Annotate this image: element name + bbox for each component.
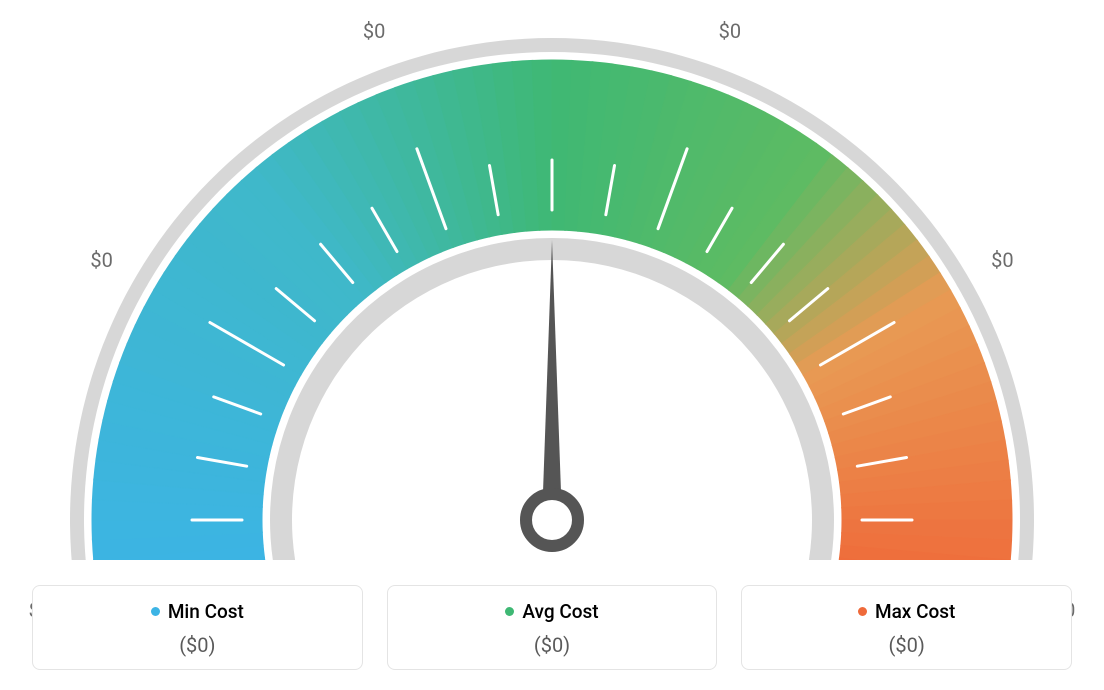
legend-title-min: Min Cost xyxy=(151,600,244,623)
legend-row: Min Cost ($0) Avg Cost ($0) Max Cost ($0… xyxy=(0,585,1104,670)
legend-card-avg: Avg Cost ($0) xyxy=(387,585,718,670)
gauge-chart: $0$0$0$0$0$0 xyxy=(32,0,1072,560)
legend-dot-max xyxy=(858,607,867,616)
legend-value-min: ($0) xyxy=(43,633,352,657)
legend-title-avg: Avg Cost xyxy=(505,600,598,623)
legend-value-avg: ($0) xyxy=(398,633,707,657)
legend-card-max: Max Cost ($0) xyxy=(741,585,1072,670)
legend-dot-min xyxy=(151,607,160,616)
gauge-tick-label: $0 xyxy=(90,248,112,272)
legend-label-min: Min Cost xyxy=(168,600,244,623)
legend-dot-avg xyxy=(505,607,514,616)
legend-title-max: Max Cost xyxy=(858,600,955,623)
legend-value-max: ($0) xyxy=(752,633,1061,657)
legend-label-avg: Avg Cost xyxy=(522,600,598,623)
legend-label-max: Max Cost xyxy=(875,600,955,623)
gauge-tick-label: $0 xyxy=(991,248,1013,272)
gauge-svg xyxy=(32,0,1072,560)
gauge-tick-label: $0 xyxy=(363,19,385,43)
gauge-tick-label: $0 xyxy=(719,19,741,43)
legend-card-min: Min Cost ($0) xyxy=(32,585,363,670)
